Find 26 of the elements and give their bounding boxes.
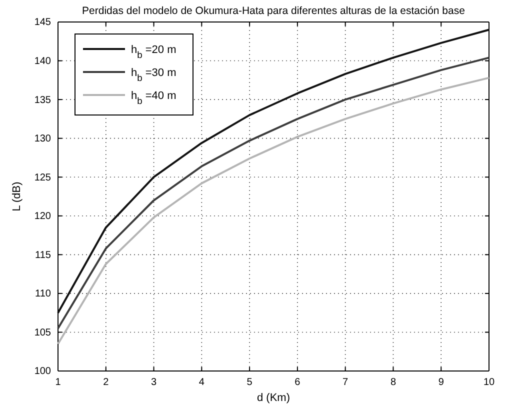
x-tick-label: 7 xyxy=(342,377,349,388)
y-tick-label: 115 xyxy=(35,250,52,261)
y-axis-title: L (dB) xyxy=(11,182,23,212)
y-tick-label: 120 xyxy=(34,211,52,222)
y-tick-label: 140 xyxy=(34,56,52,67)
x-tick-label: 9 xyxy=(438,377,444,388)
y-tick-label: 100 xyxy=(34,366,52,378)
x-tick-label: 6 xyxy=(294,377,301,388)
legend-label: h$_{b}$ =30 m xyxy=(131,67,176,83)
chart-title: Perdidas del modelo de Okumura-Hata para diferentes alturas de la estación base xyxy=(82,5,466,17)
legend-label: h$_{b}$ =40 m xyxy=(131,90,176,106)
y-tick-label: 110 xyxy=(35,288,52,300)
x-tick-label: 2 xyxy=(103,377,110,388)
y-tick-label: 125 xyxy=(34,172,52,184)
x-tick-label: 10 xyxy=(483,377,495,388)
y-tick-label: 135 xyxy=(34,94,52,106)
x-tick-label: 1 xyxy=(55,377,62,388)
x-tick-label: 5 xyxy=(246,377,253,388)
y-tick-label: 145 xyxy=(34,17,52,28)
y-tick-label: 130 xyxy=(34,134,52,145)
x-tick-label: 3 xyxy=(150,377,157,388)
legend-label: h$_{b}$ =20 m xyxy=(131,44,176,60)
x-axis-title: d (Km) xyxy=(257,392,290,404)
x-tick-label: 4 xyxy=(198,377,205,388)
y-tick-label: 105 xyxy=(34,327,52,338)
x-tick-label: 8 xyxy=(390,377,396,388)
